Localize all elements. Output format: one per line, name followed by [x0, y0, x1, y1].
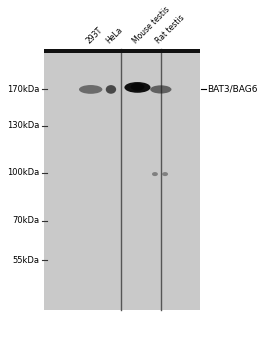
Text: HeLa: HeLa	[105, 26, 125, 46]
Text: 170kDa: 170kDa	[7, 85, 39, 94]
Text: 100kDa: 100kDa	[7, 168, 39, 177]
FancyBboxPatch shape	[121, 49, 161, 53]
FancyBboxPatch shape	[161, 49, 200, 53]
Ellipse shape	[124, 82, 150, 93]
Text: BAT3/BAG6: BAT3/BAG6	[207, 85, 257, 94]
Text: 293T: 293T	[84, 26, 104, 46]
Ellipse shape	[106, 85, 116, 94]
Text: 130kDa: 130kDa	[7, 121, 39, 131]
Ellipse shape	[152, 172, 158, 176]
Ellipse shape	[162, 172, 168, 176]
Ellipse shape	[79, 85, 102, 94]
Text: Rat testis: Rat testis	[154, 14, 187, 46]
FancyBboxPatch shape	[44, 49, 200, 309]
FancyBboxPatch shape	[44, 49, 121, 53]
Text: 70kDa: 70kDa	[12, 216, 39, 225]
Text: 55kDa: 55kDa	[12, 256, 39, 265]
Ellipse shape	[130, 83, 144, 91]
Ellipse shape	[150, 85, 171, 93]
Text: Mouse testis: Mouse testis	[131, 5, 171, 46]
